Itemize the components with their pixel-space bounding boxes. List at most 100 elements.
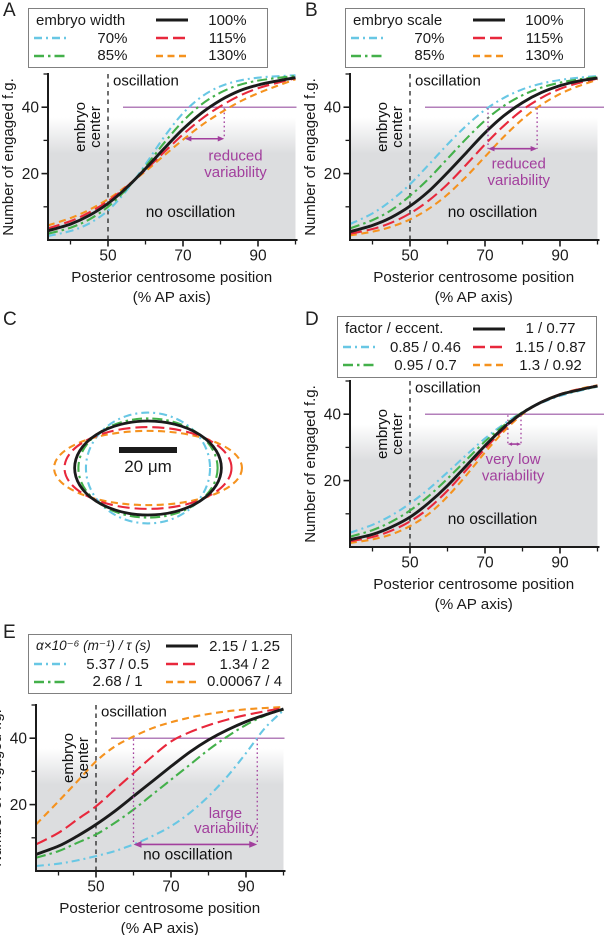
legend-alpha-tau: α×10⁻⁶ (m⁻¹) / τ (s) 2.15 / 1.25 5.37 / … [28,634,292,694]
legend-entry-70: 70% [350,30,472,47]
legend-line-orange-icon [166,680,199,684]
legend-line-black-icon [473,327,505,331]
x-axis-label: Posterior centrosome position [59,900,260,917]
embryo-center-label: center [75,737,92,779]
variability-label: reduced [492,156,546,173]
variability-label: variability [204,164,267,181]
embryo-center-label: embryo [60,733,77,783]
curve-cyan [47,74,296,238]
x-tick-label: 90 [237,879,255,896]
no-oscillation-label: no oscillation [448,204,538,221]
curve-orange [35,705,284,826]
variability-label: reduced [208,147,262,164]
legend-embryo-scale: embryo scale 100% 70% 115% 85% 130% [345,8,585,68]
x-axis-label-units: (% AP axis) [435,289,513,306]
variability-label: large [209,805,242,822]
curve-red [349,77,598,235]
legend-line-cyan-icon [34,36,66,40]
legend-entry-85: 85% [33,47,155,64]
embryo-center-label: embryo [374,102,391,152]
x-axis-label-units: (% AP axis) [133,289,211,306]
curve-green [47,74,296,235]
legend-entry: 5.37 / 0.5 [33,656,165,673]
legend-entry: 1.15 / 0.87 [472,339,592,356]
y-tick-label: 20 [324,473,342,490]
curve-green [349,75,598,230]
curve-red [35,706,284,846]
curve-green [35,708,284,859]
x-tick-label: 70 [174,248,192,265]
legend-line-black-icon [166,644,199,648]
legend-entry-115: 115% [472,30,580,47]
legend-entry-115: 115% [155,30,263,47]
variability-label: variability [194,820,257,837]
legend-line-black-icon [155,18,188,22]
legend-line-black-icon [472,18,505,22]
curve-orange [349,384,598,545]
legend-entry-85: 85% [350,47,472,64]
legend-entry: 1.34 / 2 [165,656,287,673]
chart-c-embryo-ellipses: 20 μm [52,411,244,525]
legend-title: α×10⁻⁶ (m⁻¹) / τ (s) [36,637,151,653]
x-tick-label: 50 [99,248,117,265]
x-tick-label: 70 [476,555,494,572]
curve-black [35,707,284,856]
legend-entry: 0.00067 / 4 [165,673,287,690]
x-tick-label: 70 [476,248,494,265]
x-axis-label-units: (% AP axis) [435,596,513,613]
scale-bar-label: 20 μm [124,457,172,476]
no-oscillation-label: no oscillation [143,847,233,864]
x-tick-label: 90 [551,555,569,572]
panel-e-label: E [3,622,16,643]
legend-line-green-icon [34,54,66,58]
x-axis-label: Posterior centrosome position [71,269,272,286]
variability-label: variability [482,468,545,485]
embryo-center-label: center [87,106,104,148]
x-tick-label: 70 [162,879,180,896]
panel-a-label: A [3,0,16,21]
y-tick-label: 20 [10,797,28,814]
legend-embryo-width: embryo width 100% 70% 115% 85% 130% [28,8,268,68]
legend-line-red-icon [472,36,505,40]
curve-orange [349,78,598,237]
no-oscillation-label: no oscillation [146,204,236,221]
panel-b-label: B [305,0,318,21]
oscillation-label: oscillation [415,73,481,90]
panel-c-label: C [3,309,17,330]
legend-entry-100: 100% [472,12,580,29]
legend-title: embryo scale [353,11,443,29]
legend-entry: 0.95 / 0.7 [342,357,472,374]
legend-entry-130: 130% [472,47,580,64]
legend-line-cyan-icon [351,36,383,40]
no-oscillation-label: no oscillation [448,511,538,528]
curve-black [349,384,598,542]
legend-title: factor / eccent. [345,320,444,338]
legend-entry: 2.15 / 1.25 [165,638,287,655]
oscillation-label: oscillation [415,380,481,397]
legend-entry: 0.85 / 0.46 [342,339,472,356]
embryo-center-label: embryo [72,102,89,152]
y-tick-label: 40 [10,731,28,748]
curve-orange [47,78,296,227]
x-axis-label: Posterior centrosome position [373,576,574,593]
x-tick-label: 90 [551,248,569,265]
curve-cyan [349,74,598,226]
x-tick-label: 50 [401,248,419,265]
y-tick-label: 20 [324,166,342,183]
embryo-outline-black [73,419,223,517]
curve-black [349,76,598,234]
x-axis-label: Posterior centrosome position [373,269,574,286]
embryo-center-label: center [389,106,406,148]
variability-label: variability [487,172,550,189]
legend-entry-100: 100% [155,12,263,29]
legend-line-orange-icon [155,54,188,58]
scale-bar [119,447,177,453]
no-oscillation-region [350,74,598,240]
legend-line-orange-icon [472,54,505,58]
embryo-center-label: embryo [374,409,391,459]
legend-line-red-icon [155,36,188,40]
legend-line-red-icon [166,662,199,666]
